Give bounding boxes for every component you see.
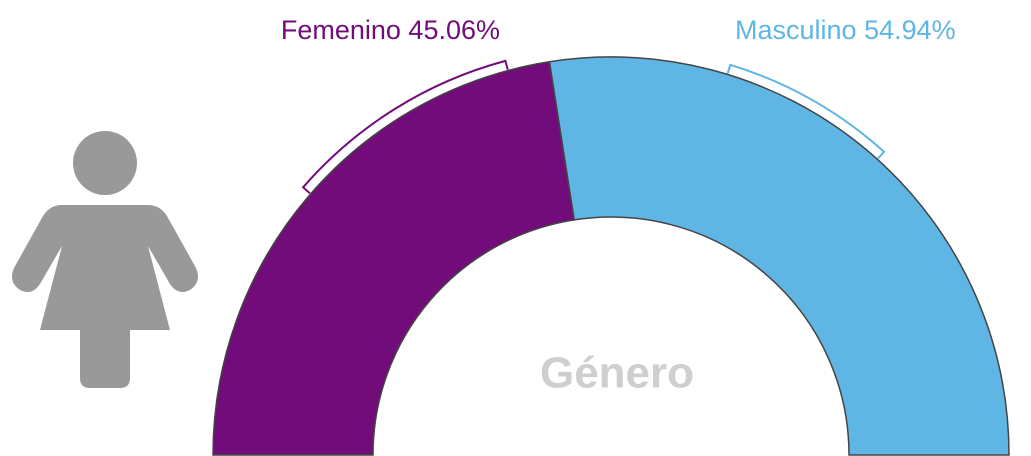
donut-segment xyxy=(212,60,576,456)
segment-label: Femenino 45.06% xyxy=(281,15,500,45)
value-label: 54.94% xyxy=(864,15,956,45)
category-name: Femenino xyxy=(281,15,401,45)
female-icon xyxy=(12,131,198,388)
label-bracket xyxy=(726,63,886,160)
donut-segment xyxy=(548,56,1010,456)
value-label: 45.06% xyxy=(408,15,500,45)
center-title: Género xyxy=(540,349,694,398)
category-name: Masculino xyxy=(735,15,857,45)
label-bracket xyxy=(301,59,509,194)
segment-label: Masculino 54.94% xyxy=(735,15,956,45)
